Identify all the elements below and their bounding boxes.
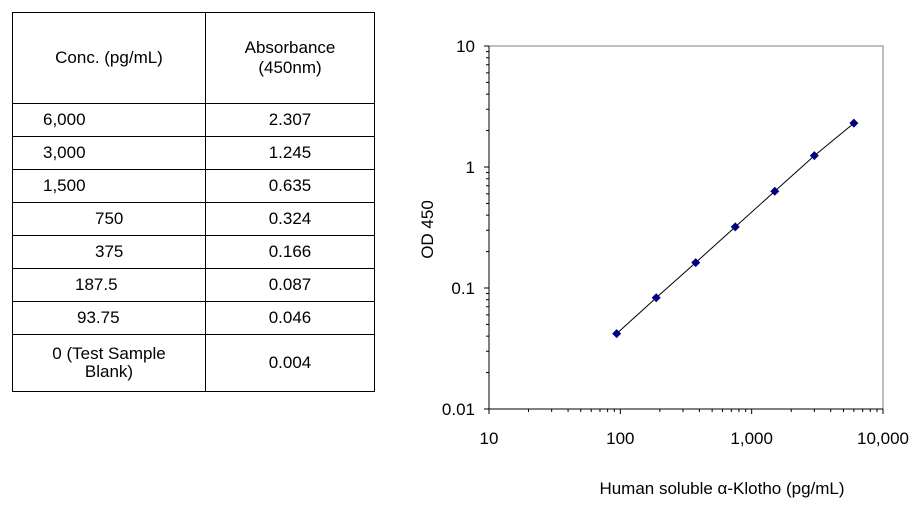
absorbance-cell: 0.087 (205, 268, 375, 302)
table-header-row: Conc. (pg/mL) Absorbance (450nm) (12, 12, 375, 104)
y-tick-label: 0.1 (451, 279, 475, 298)
data-point (770, 186, 780, 196)
x-tick-label: 1,000 (730, 429, 773, 448)
absorbance-cell: 0.046 (205, 301, 375, 335)
y-tick-label: 10 (456, 37, 475, 56)
plot-area (488, 45, 884, 410)
axes (488, 46, 883, 410)
table-row: 0 (Test Sample Blank) 0.004 (12, 334, 375, 392)
y-tick-label: 0.01 (442, 400, 475, 419)
data-point (809, 151, 819, 161)
table-row: 375 0.166 (12, 235, 375, 269)
tick-labels: 10 1 0.1 0.01 10 100 1,000 10,000 (442, 37, 909, 448)
y-axis-label: OD 450 (418, 200, 437, 259)
absorbance-cell: 0.166 (205, 235, 375, 269)
standard-curve-table: Conc. (pg/mL) Absorbance (450nm) 6,000 2.… (12, 12, 375, 392)
table-row: 6,000 2.307 (12, 103, 375, 137)
table-row: 93.75 0.046 (12, 301, 375, 335)
conc-cell: 375 (12, 235, 206, 269)
x-axis-label: Human soluble α-Klotho (pg/mL) (599, 479, 844, 498)
absorbance-cell: 0.324 (205, 202, 375, 236)
absorbance-cell: 0.635 (205, 169, 375, 203)
header-conc-label: Conc. (pg/mL) (55, 48, 163, 67)
data-point (849, 118, 859, 128)
tick-marks (484, 45, 884, 414)
data-point (730, 222, 740, 232)
header-absorbance-label: Absorbance (450nm) (244, 38, 336, 77)
table-row: 1,500 0.635 (12, 169, 375, 203)
x-tick-label: 10,000 (857, 429, 909, 448)
header-absorbance: Absorbance (450nm) (205, 12, 375, 104)
data-point (651, 293, 661, 303)
table-row: 3,000 1.245 (12, 136, 375, 170)
conc-cell: 3,000 (12, 136, 206, 170)
data-point (612, 329, 622, 339)
conc-cell: 6,000 (12, 103, 206, 137)
blank-conc-label: 0 (Test Sample Blank) (52, 344, 166, 381)
conc-cell: 1,500 (12, 169, 206, 203)
data-points (612, 118, 859, 339)
conc-cell: 0 (Test Sample Blank) (12, 334, 206, 392)
x-tick-label: 100 (606, 429, 634, 448)
data-point (691, 258, 701, 268)
header-conc: Conc. (pg/mL) (12, 12, 206, 104)
y-tick-label: 1 (466, 158, 475, 177)
absorbance-cell: 2.307 (205, 103, 375, 137)
x-tick-label: 10 (480, 429, 499, 448)
absorbance-cell: 0.004 (205, 334, 375, 392)
